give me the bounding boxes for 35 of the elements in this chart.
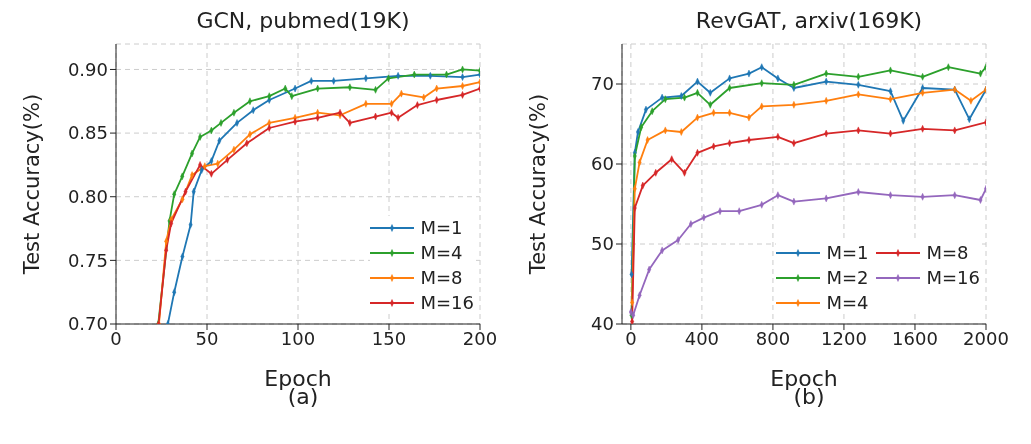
y-tick-label: 70 bbox=[591, 73, 614, 95]
legend-label: M=4 bbox=[420, 241, 463, 264]
legend-label: M=4 bbox=[826, 291, 869, 314]
y-axis-title: Test Accuracy(%) bbox=[20, 93, 45, 276]
y-axis-title: Test Accuracy(%) bbox=[526, 93, 551, 276]
chart-title: GCN, pubmed(19K) bbox=[195, 8, 411, 35]
y-tick-label: 0.85 bbox=[67, 122, 108, 144]
x-tick-label: 2000 bbox=[963, 327, 1009, 349]
x-tick-label: 100 bbox=[280, 327, 316, 349]
x-tick-label: 0 bbox=[110, 327, 122, 349]
x-tick-label: 1600 bbox=[892, 327, 938, 349]
y-tick-label: 40 bbox=[591, 313, 614, 335]
legend-label: M=2 bbox=[826, 266, 869, 289]
y-tick-label: 50 bbox=[591, 233, 614, 255]
x-tick-label: 800 bbox=[755, 327, 791, 349]
x-tick-label: 1200 bbox=[821, 327, 867, 349]
x-tick-label: 50 bbox=[195, 327, 219, 349]
legend-label: M=1 bbox=[826, 241, 869, 264]
y-tick-label: 0.80 bbox=[67, 186, 108, 208]
legend-label: M=16 bbox=[420, 291, 474, 314]
x-tick-label: 150 bbox=[371, 327, 407, 349]
legend-label: M=16 bbox=[926, 266, 980, 289]
legend-label: M=1 bbox=[420, 216, 463, 239]
y-tick-label: 60 bbox=[591, 153, 614, 175]
x-axis-title: Epoch bbox=[770, 366, 838, 391]
legend-label: M=8 bbox=[926, 241, 969, 264]
x-tick-label: 0 bbox=[625, 327, 637, 349]
y-tick-label: 0.70 bbox=[67, 313, 108, 335]
x-tick-label: 200 bbox=[462, 327, 498, 349]
legend-label: M=8 bbox=[420, 266, 463, 289]
y-tick-label: 0.90 bbox=[67, 58, 108, 80]
chart-title: RevGAT, arxiv(169K) bbox=[694, 8, 924, 35]
x-tick-label: 400 bbox=[684, 327, 720, 349]
y-tick-label: 0.75 bbox=[67, 249, 108, 271]
x-axis-title: Epoch bbox=[264, 366, 332, 391]
